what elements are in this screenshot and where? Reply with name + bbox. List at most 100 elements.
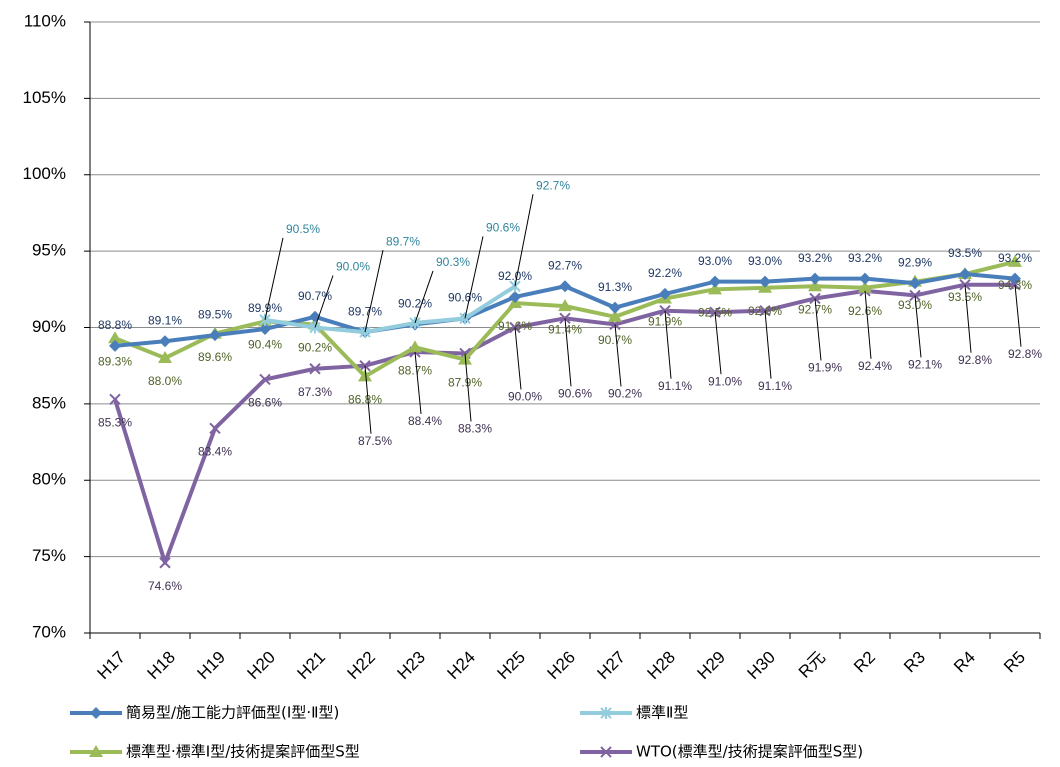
marker-shape <box>89 745 103 757</box>
data-label: 93.2% <box>998 251 1032 265</box>
x-tick-label: H21 <box>294 648 329 683</box>
x-tick-label: H28 <box>644 648 679 683</box>
data-label: 90.5% <box>286 222 320 236</box>
marker <box>509 290 521 303</box>
data-label: 92.1% <box>908 358 942 372</box>
data-label: 93.0% <box>698 254 732 268</box>
leader-line <box>514 194 534 287</box>
marker <box>809 272 821 285</box>
data-label: 92.9% <box>898 255 932 269</box>
y-tick-label: 100% <box>23 164 66 183</box>
marker <box>909 289 921 302</box>
y-tick-label: 85% <box>32 393 66 412</box>
marker-shape <box>608 309 622 322</box>
data-label: 88.4% <box>408 414 442 428</box>
marker-shape <box>90 707 102 719</box>
y-tick-label: 90% <box>32 317 66 336</box>
marker <box>600 746 612 758</box>
x-tick-label: R2 <box>850 648 879 677</box>
data-label: 93.0% <box>748 254 782 268</box>
x-tick-label: H19 <box>194 648 229 683</box>
marker <box>509 280 521 293</box>
data-label: 86.6% <box>248 396 282 410</box>
marker-shape <box>159 557 171 569</box>
data-label: 91.9% <box>648 315 682 329</box>
marker <box>609 301 621 314</box>
data-label: 88.0% <box>148 374 182 388</box>
leader-line <box>564 318 572 387</box>
marker-shape <box>358 369 372 382</box>
marker-shape <box>709 275 721 288</box>
data-label: 89.9% <box>248 301 282 315</box>
data-label: 74.6% <box>148 579 182 593</box>
leader-line <box>514 327 522 390</box>
marker-shape <box>159 335 171 348</box>
leader-line <box>464 236 484 319</box>
marker-shape <box>1009 272 1021 285</box>
marker-shape <box>909 277 921 290</box>
marker-shape <box>108 331 122 344</box>
marker <box>708 282 722 295</box>
data-label: 90.7% <box>598 333 632 347</box>
marker-shape <box>609 301 621 314</box>
marker-shape <box>409 316 421 329</box>
y-tick-label: 95% <box>32 241 66 260</box>
leader-line <box>464 353 472 422</box>
marker-shape <box>600 746 612 758</box>
marker-shape <box>558 299 572 312</box>
marker <box>209 329 221 342</box>
x-tick-label: H23 <box>394 648 429 683</box>
marker <box>90 707 102 719</box>
marker <box>1009 272 1021 285</box>
data-label: 88.3% <box>458 422 492 436</box>
leader-line <box>364 365 372 434</box>
marker <box>558 299 572 312</box>
data-label: 90.6% <box>486 221 520 235</box>
marker <box>659 287 671 300</box>
x-tick-label: R3 <box>900 648 929 677</box>
data-label: 91.9% <box>808 361 842 375</box>
marker-shape <box>759 275 771 288</box>
marker-shape <box>858 280 872 293</box>
data-label: 90.4% <box>248 338 282 352</box>
leader-line <box>414 351 422 414</box>
data-label: 92.8% <box>1008 347 1042 361</box>
x-tick-label: R4 <box>950 648 979 677</box>
marker-shape <box>659 287 671 300</box>
data-label: 89.7% <box>348 304 382 318</box>
marker <box>309 363 321 375</box>
marker <box>259 323 271 336</box>
marker-shape <box>259 373 271 386</box>
data-label: 93.2% <box>798 251 832 265</box>
marker <box>858 280 872 293</box>
data-label: 89.7% <box>386 234 420 248</box>
x-tick-label: H27 <box>594 648 629 683</box>
marker-shape <box>209 422 221 435</box>
data-label: 93.2% <box>848 251 882 265</box>
y-tick-label: 80% <box>32 470 66 489</box>
marker-shape <box>1008 254 1022 267</box>
x-tick-label: H26 <box>544 648 579 683</box>
y-tick-label: 105% <box>23 88 66 107</box>
y-tick-label: 75% <box>32 546 66 565</box>
marker <box>158 351 172 364</box>
data-label: 86.8% <box>348 393 382 407</box>
data-label: 89.1% <box>148 313 182 327</box>
y-tick-label: 70% <box>32 622 66 641</box>
leader-line <box>314 275 334 328</box>
data-label: 91.0% <box>708 374 742 388</box>
marker-shape <box>408 340 422 353</box>
marker <box>709 275 721 288</box>
marker <box>600 707 612 719</box>
data-label: 93.5% <box>948 290 982 304</box>
marker-shape <box>209 329 221 342</box>
x-tick-label: H30 <box>744 648 779 683</box>
leader-line <box>714 312 722 375</box>
data-label: 90.2% <box>398 297 432 311</box>
marker-shape <box>600 707 612 719</box>
marker <box>859 272 871 285</box>
leader-line <box>664 310 672 379</box>
data-label: 87.9% <box>448 376 482 390</box>
marker <box>909 277 921 290</box>
